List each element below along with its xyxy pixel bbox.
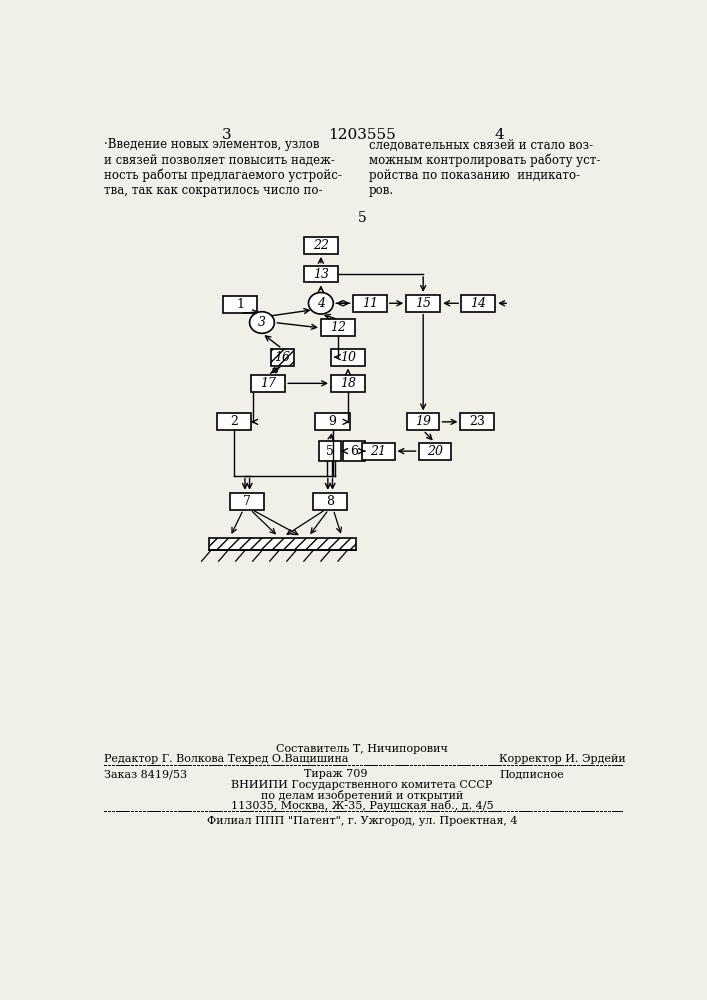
Ellipse shape [250, 312, 274, 333]
Text: 113035, Москва, Ж-35, Раушская наб., д. 4/5: 113035, Москва, Ж-35, Раушская наб., д. … [230, 800, 493, 811]
Text: 6: 6 [350, 445, 358, 458]
Bar [331, 375, 365, 392]
Text: 19: 19 [415, 415, 431, 428]
Text: Заказ 8419/53: Заказ 8419/53 [104, 769, 187, 779]
Text: ·Введение новых элементов, узлов
и связей позволяет повысить надеж-
ность работы: ·Введение новых элементов, узлов и связе… [104, 138, 341, 197]
Bar [320, 441, 341, 461]
Text: следовательных связей и стало воз-
можным контролировать работу уст-
ройства по : следовательных связей и стало воз- можны… [369, 138, 600, 197]
Text: Филиал ППП "Патент", г. Ужгород, ул. Проектная, 4: Филиал ППП "Патент", г. Ужгород, ул. Про… [206, 816, 518, 826]
Text: 1: 1 [236, 298, 245, 311]
Bar [230, 493, 264, 510]
Text: 1203555: 1203555 [328, 128, 396, 142]
Text: Составитель Т, Ничипорович: Составитель Т, Ничипорович [276, 744, 448, 754]
Bar [209, 538, 356, 550]
Text: 12: 12 [330, 321, 346, 334]
Text: 11: 11 [362, 297, 378, 310]
Text: Тираж 709: Тираж 709 [304, 769, 368, 779]
Bar [419, 443, 451, 460]
Text: 8: 8 [326, 495, 334, 508]
Text: по делам изобретений и открытий: по делам изобретений и открытий [261, 790, 463, 801]
Bar [315, 413, 349, 430]
Bar [271, 349, 293, 366]
Text: 17: 17 [260, 377, 276, 390]
Ellipse shape [308, 292, 333, 314]
Text: 20: 20 [427, 445, 443, 458]
Text: 13: 13 [313, 267, 329, 280]
Text: 23: 23 [469, 415, 486, 428]
Bar [271, 349, 293, 366]
Text: 22: 22 [313, 239, 329, 252]
Text: 9: 9 [329, 415, 337, 428]
Text: 15: 15 [415, 297, 431, 310]
Bar [353, 295, 387, 312]
Text: Подписное: Подписное [499, 769, 564, 779]
Text: 4: 4 [494, 128, 504, 142]
Text: Редактор Г. Волкова Техред О.Ващишина: Редактор Г. Волкова Техред О.Ващишина [104, 754, 349, 764]
Text: 14: 14 [470, 297, 486, 310]
Text: 4: 4 [317, 297, 325, 310]
Text: 7: 7 [243, 495, 251, 508]
Text: 5: 5 [358, 211, 366, 225]
Text: 18: 18 [340, 377, 356, 390]
Bar [251, 375, 285, 392]
Bar [331, 349, 365, 366]
Text: 10: 10 [340, 351, 356, 364]
Text: 3: 3 [258, 316, 266, 329]
Bar [362, 443, 395, 460]
Bar [313, 493, 347, 510]
Bar [321, 319, 355, 336]
Text: ВНИИПИ Государственного комитета СССР: ВНИИПИ Государственного комитета СССР [231, 780, 493, 790]
Text: 2: 2 [230, 415, 238, 428]
Bar [304, 237, 338, 254]
Bar [344, 441, 365, 461]
Text: 16: 16 [274, 351, 290, 364]
Text: Корректор И. Эрдейи: Корректор И. Эрдейи [499, 754, 626, 764]
Bar [217, 413, 251, 430]
Bar [304, 266, 338, 282]
Bar [223, 296, 257, 313]
Bar [461, 295, 495, 312]
Bar [406, 295, 440, 312]
Text: 3: 3 [221, 128, 231, 142]
Text: 5: 5 [326, 445, 334, 458]
Bar [407, 413, 440, 430]
Bar [460, 413, 494, 430]
Text: 21: 21 [370, 445, 386, 458]
